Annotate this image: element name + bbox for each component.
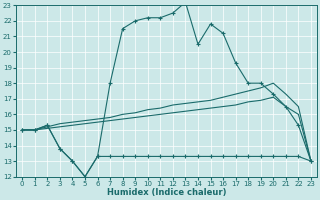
X-axis label: Humidex (Indice chaleur): Humidex (Indice chaleur) [107, 188, 226, 197]
